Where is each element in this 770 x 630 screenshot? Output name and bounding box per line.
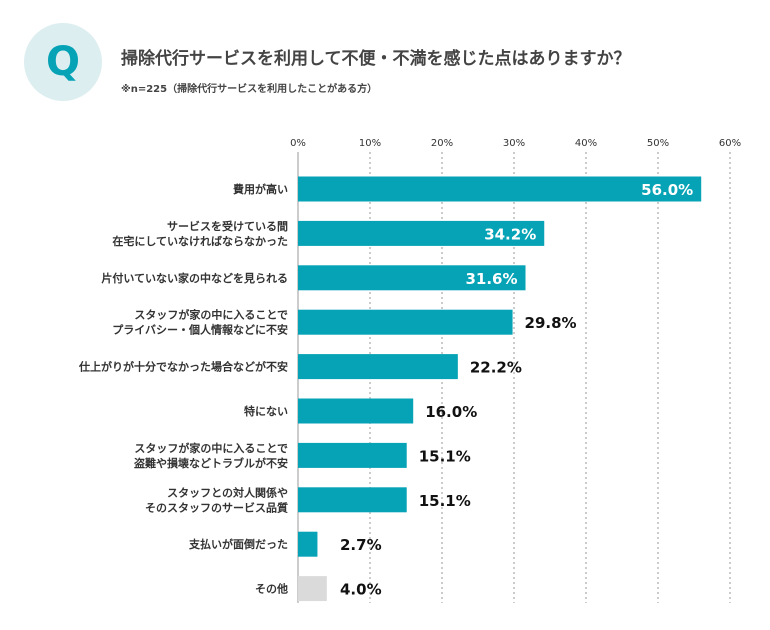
tick-label: 40% [575, 138, 597, 149]
category-label: 支払いが面倒だった [188, 537, 288, 551]
category-label: スタッフとの対人関係や [167, 485, 288, 499]
bar [298, 442, 407, 468]
category-label: スタッフが家の中に入ることで [134, 441, 288, 455]
data-label: 56.0% [641, 181, 693, 199]
bar [298, 576, 327, 602]
category-label: プライバシー・個人情報などに不安 [112, 323, 288, 337]
bar [298, 176, 702, 202]
category-label: 特にない [244, 404, 288, 418]
bar [298, 531, 318, 557]
tick-label: 50% [647, 138, 669, 149]
category-label: 片付いていない家の中などを見られる [101, 271, 288, 285]
category-label: そのスタッフのサービス品質 [145, 500, 288, 514]
data-label: 34.2% [484, 225, 536, 243]
bar [298, 487, 407, 513]
bar [298, 398, 414, 424]
tick-label: 30% [503, 138, 525, 149]
sample-note: ※n=225（掃除代行サービスを利用したことがある方） [121, 84, 378, 95]
question-title: 掃除代行サービスを利用して不便・不満を感じた点はありますか？ [121, 49, 631, 69]
data-label: 22.2% [470, 359, 522, 377]
data-label: 31.6% [465, 270, 517, 288]
bar [298, 265, 526, 291]
category-label: 費用が高い [232, 182, 288, 196]
category-label: スタッフが家の中に入ることで [134, 308, 288, 322]
tick-label: 60% [719, 138, 741, 149]
bar [298, 220, 545, 246]
category-label: 在宅にしていなければならなかった [112, 234, 288, 248]
tick-label: 10% [359, 138, 381, 149]
data-label: 2.7% [340, 536, 382, 554]
question-badge: Q [24, 23, 102, 101]
question-badge-letter: Q [45, 39, 80, 85]
tick-label: 20% [431, 138, 453, 149]
category-label: 仕上がりが十分でなかった場合などが不安 [78, 360, 288, 374]
data-label: 15.1% [419, 492, 471, 510]
tick-label: 0% [290, 138, 306, 149]
category-label: 盗難や損壊などトラブルが不安 [134, 456, 288, 470]
data-label: 15.1% [419, 447, 471, 465]
category-label: サービスを受けている間 [167, 219, 288, 233]
data-label: 4.0% [340, 581, 382, 599]
data-label: 29.8% [525, 314, 577, 332]
bar [298, 354, 458, 380]
data-label: 16.0% [425, 403, 477, 421]
bar [298, 309, 513, 335]
category-label: その他 [255, 582, 288, 596]
